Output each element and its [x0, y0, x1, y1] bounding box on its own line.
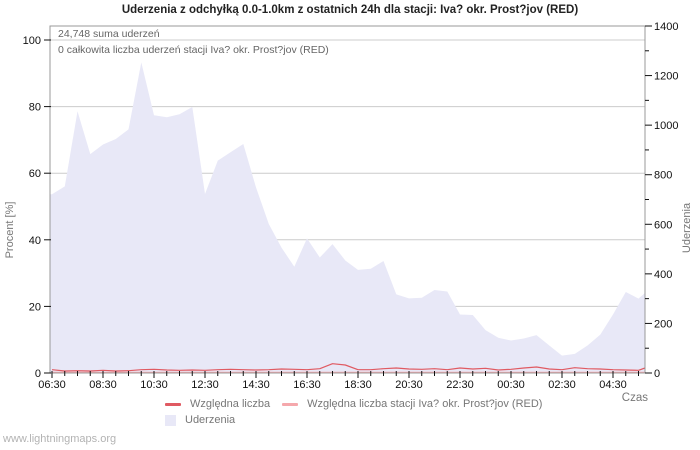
- svg-text:1200: 1200: [654, 71, 678, 83]
- svg-text:0: 0: [35, 368, 41, 380]
- svg-text:80: 80: [29, 102, 41, 114]
- svg-text:14:30: 14:30: [242, 379, 270, 391]
- legend-label-station-relative-count: Względna liczba stacji Iva? okr. Prost?j…: [307, 398, 543, 410]
- strikes-area-icon: [165, 414, 176, 426]
- legend-item-relative-count: Względna liczba: [165, 398, 270, 410]
- svg-text:100: 100: [23, 35, 41, 47]
- plot-annotations: 24,748 suma uderzeń 0 całkowita liczba ud…: [58, 28, 329, 56]
- svg-text:400: 400: [654, 269, 672, 281]
- y-axis-right: 0 200 400 600 800 1000 1200 1400: [645, 21, 678, 380]
- legend-label-strikes: Uderzenia: [185, 414, 236, 426]
- svg-text:12:30: 12:30: [191, 379, 219, 391]
- strikes-area-series: [50, 62, 645, 374]
- svg-text:16:30: 16:30: [293, 379, 321, 391]
- svg-text:24,748 suma uderzeń: 24,748 suma uderzeń: [58, 28, 160, 40]
- axis-titles: Procent [%] Uderzenia Czas: [4, 202, 693, 404]
- svg-text:600: 600: [654, 219, 672, 231]
- svg-text:Procent [%]: Procent [%]: [4, 202, 16, 259]
- svg-text:18:30: 18:30: [344, 379, 372, 391]
- svg-text:00:30: 00:30: [497, 379, 525, 391]
- svg-text:10:30: 10:30: [140, 379, 168, 391]
- svg-text:22:30: 22:30: [446, 379, 474, 391]
- svg-text:Uderzenia: Uderzenia: [681, 202, 693, 253]
- svg-text:1000: 1000: [654, 120, 678, 132]
- svg-text:0: 0: [654, 368, 660, 380]
- chart-legend: Względna liczba Względna liczba stacji I…: [165, 396, 542, 428]
- y-axis-left: 0 20 40 60 80 100: [23, 35, 51, 380]
- svg-text:20:30: 20:30: [395, 379, 423, 391]
- watermark: www.lightningmaps.org: [3, 433, 117, 445]
- legend-row-2: Uderzenia: [165, 412, 542, 428]
- svg-text:04:30: 04:30: [599, 379, 627, 391]
- svg-text:02:30: 02:30: [548, 379, 576, 391]
- svg-text:Czas: Czas: [622, 392, 648, 404]
- relative-count-line-icon: [165, 402, 181, 406]
- svg-text:0 całkowita liczba uderzeń sta: 0 całkowita liczba uderzeń stacji Iva? o…: [58, 44, 329, 56]
- legend-row-1: Względna liczba Względna liczba stacji I…: [165, 396, 542, 412]
- svg-text:200: 200: [654, 318, 672, 330]
- x-axis-ticks: 06:30 08:30 10:30 12:30 14:30 16:30 18:30 20:30…: [38, 371, 639, 391]
- svg-text:800: 800: [654, 170, 672, 182]
- svg-text:40: 40: [29, 235, 41, 247]
- svg-text:06:30: 06:30: [38, 379, 66, 391]
- chart-title: Uderzenia z odchyłką 0.0-1.0km z ostatni…: [121, 4, 579, 16]
- station-line-icon: [282, 402, 299, 406]
- legend-item-strikes: Uderzenia: [165, 414, 235, 426]
- legend-item-station-relative-count: Względna liczba stacji Iva? okr. Prost?j…: [282, 398, 542, 410]
- legend-label-relative-count: Względna liczba: [190, 398, 271, 410]
- relative-count-line: [51, 363, 646, 372]
- svg-text:1400: 1400: [654, 21, 678, 33]
- svg-text:08:30: 08:30: [89, 379, 117, 391]
- svg-text:20: 20: [29, 301, 41, 313]
- svg-text:60: 60: [29, 168, 41, 180]
